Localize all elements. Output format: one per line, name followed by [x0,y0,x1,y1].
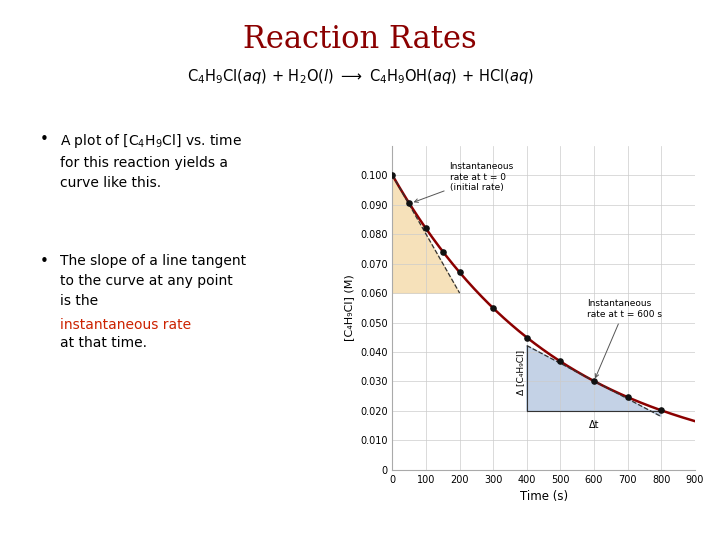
Text: The slope of a line tangent
to the curve at any point
is the: The slope of a line tangent to the curve… [60,254,246,308]
Text: Reaction Rates: Reaction Rates [243,24,477,55]
Point [387,171,398,180]
Y-axis label: [C₄H₉Cl] (M): [C₄H₉Cl] (M) [344,274,354,341]
Text: •: • [40,254,48,269]
Point [588,377,600,386]
Text: Δ [C₄H₉Cl]: Δ [C₄H₉Cl] [516,350,526,395]
Text: Δt: Δt [589,420,599,430]
X-axis label: Time (s): Time (s) [520,490,567,503]
Point [403,199,415,207]
Point [554,357,566,366]
Text: instantaneous rate: instantaneous rate [60,318,191,332]
Polygon shape [392,175,459,293]
Point [437,247,449,256]
Text: C$_4$H$_9$Cl($aq$) + H$_2$O($l$) $\longrightarrow$ C$_4$H$_9$OH($aq$) + HCl($aq$: C$_4$H$_9$Cl($aq$) + H$_2$O($l$) $\longr… [186,67,534,86]
Polygon shape [527,346,661,416]
Text: •: • [40,132,48,147]
Point [454,268,465,276]
Text: at that time.: at that time. [60,336,147,350]
Point [420,224,432,233]
Text: Instantaneous
rate at t = 600 s: Instantaneous rate at t = 600 s [588,299,662,377]
Point [622,393,634,401]
Text: A plot of [C$_4$H$_9$Cl] vs. time
for this reaction yields a
curve like this.: A plot of [C$_4$H$_9$Cl] vs. time for th… [60,132,242,191]
Point [487,304,499,313]
Text: Instantaneous
rate at t = 0
(initial rate): Instantaneous rate at t = 0 (initial rat… [415,162,514,202]
Point [521,334,533,342]
Point [655,406,667,415]
